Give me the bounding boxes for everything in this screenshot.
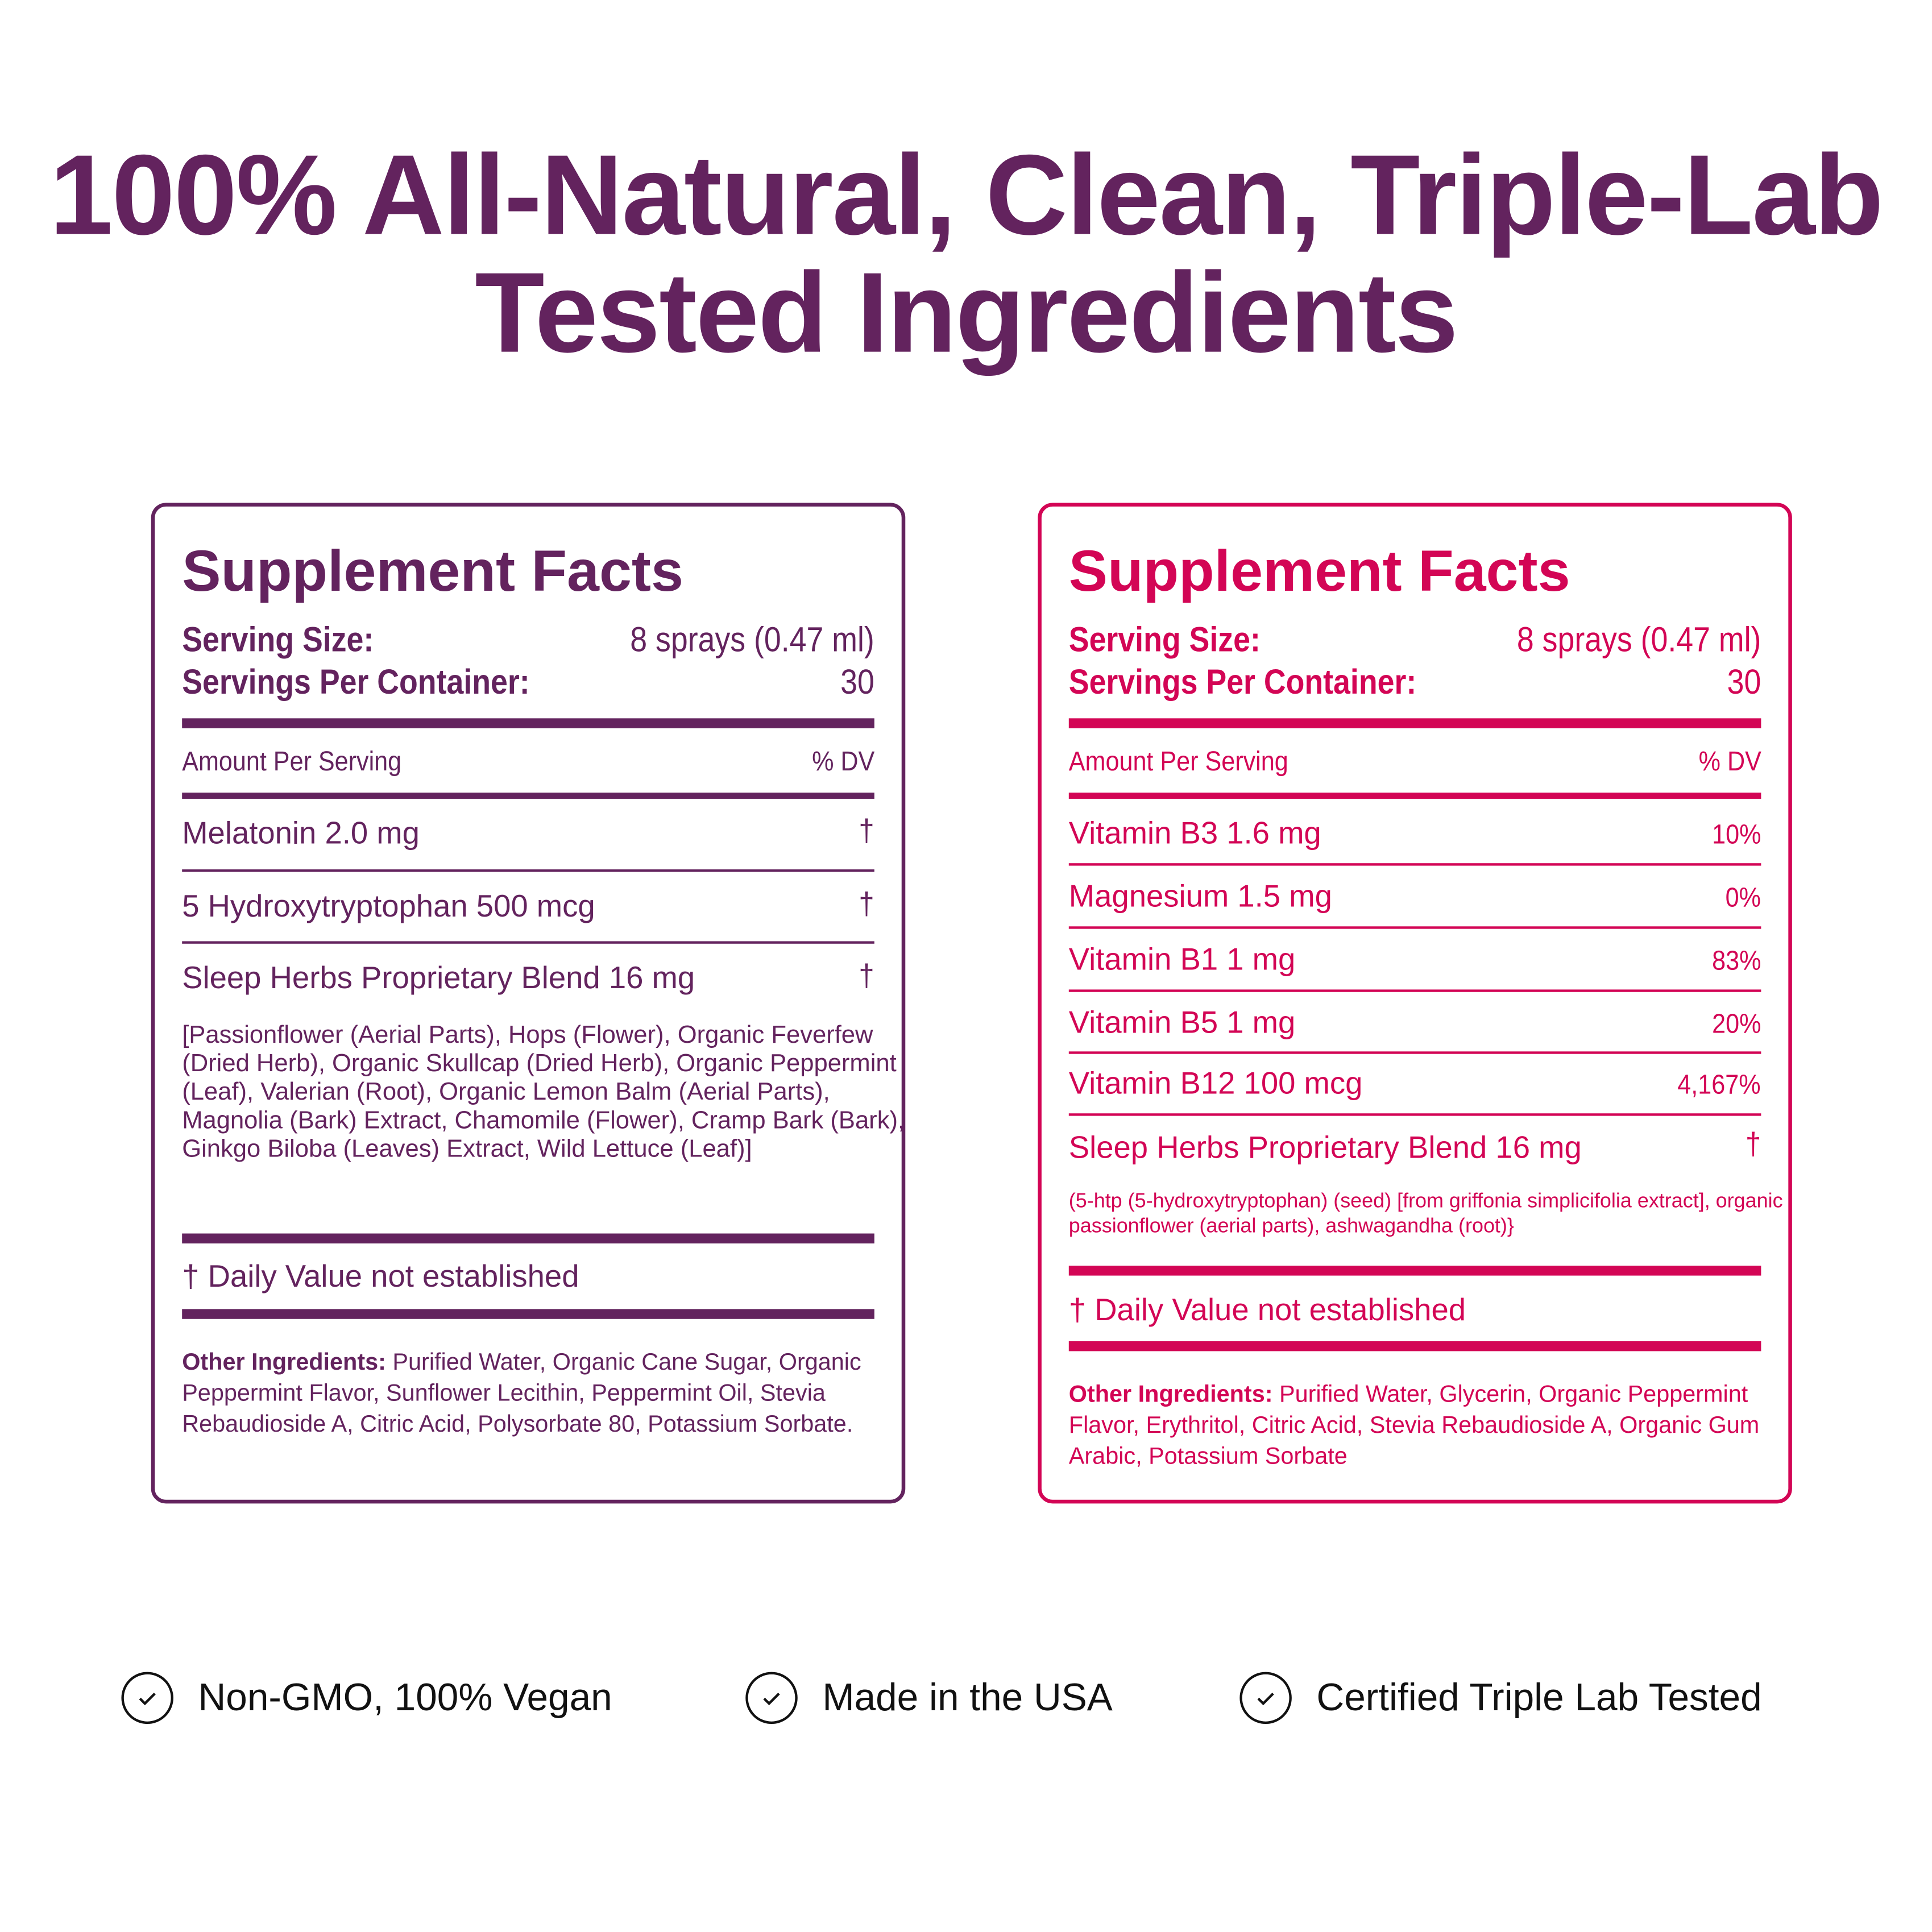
- supplement-facts-right: Supplement Facts Serving Size: 8 sprays …: [1038, 503, 1792, 1504]
- servings-value: 30: [1727, 662, 1761, 701]
- headline-line-2: Tested Ingredients: [475, 250, 1458, 377]
- blend-detail: [Passionflower (Aerial Parts), Hops (Flo…: [182, 1022, 905, 1163]
- badge-label: Non-GMO, 100% Vegan: [198, 1676, 612, 1719]
- headline-line-1: 100% All-Natural, Clean, Triple-Lab: [49, 132, 1884, 259]
- divider: [1068, 718, 1761, 728]
- other-label: Other Ingredients:: [1068, 1382, 1273, 1408]
- nutrient-row: Vitamin B1 1 mg: [1068, 942, 1296, 977]
- nutrient-row: Sleep Herbs Proprietary Blend 16 mg: [1068, 1130, 1582, 1166]
- nutrient-dv: 4,167%: [1678, 1068, 1761, 1100]
- check-circle-icon: [1239, 1672, 1292, 1724]
- other-ingredients: Other Ingredients: Purified Water, Organ…: [182, 1348, 876, 1440]
- servings-label: Servings Per Container:: [1068, 662, 1417, 701]
- dv-label: % DV: [1698, 745, 1761, 777]
- nutrient-row: Vitamin B12 100 mcg: [1068, 1066, 1363, 1101]
- divider: [1068, 1113, 1761, 1116]
- dv-footnote: † Daily Value not established: [182, 1259, 874, 1295]
- serving-size-value: 8 sprays (0.47 ml): [1516, 620, 1761, 659]
- divider: [182, 718, 874, 728]
- divider: [182, 1233, 874, 1243]
- nutrient-dv: 10%: [1712, 818, 1761, 850]
- supplement-facts-left: Supplement Facts Serving Size: 8 sprays …: [151, 503, 906, 1504]
- nutrient-row: Melatonin 2.0 mg: [182, 816, 420, 851]
- amount-label: Amount Per Serving: [182, 745, 402, 777]
- divider: [1068, 1266, 1761, 1276]
- servings-value: 30: [840, 662, 874, 701]
- amount-label: Amount Per Serving: [1068, 745, 1288, 777]
- dagger: †: [182, 1259, 200, 1295]
- check-circle-icon: [745, 1672, 798, 1724]
- dv-label: % DV: [811, 745, 874, 777]
- nutrient-dv: †: [859, 958, 874, 993]
- nutrient-row: 5 Hydroxytryptophan 500 mcg: [182, 889, 595, 924]
- other-text: Purified Water, Organic Cane Sugar, Orga…: [182, 1350, 861, 1438]
- divider: [182, 1309, 874, 1319]
- badge-label: Made in the USA: [822, 1676, 1113, 1719]
- badge-non-gmo: Non-GMO, 100% Vegan: [121, 1672, 612, 1724]
- divider: [1068, 1341, 1761, 1351]
- dagger: †: [1068, 1293, 1087, 1328]
- divider: [1068, 793, 1761, 799]
- nutrient-dv: †: [1746, 1127, 1761, 1162]
- check-circle-icon: [121, 1672, 173, 1724]
- divider: [1068, 863, 1761, 866]
- nutrient-dv: †: [859, 886, 874, 922]
- panel-title: Supplement Facts: [182, 537, 683, 603]
- nutrient-row: Sleep Herbs Proprietary Blend 16 mg: [182, 961, 695, 996]
- divider: [182, 941, 874, 944]
- other-ingredients: Other Ingredients: Purified Water, Glyce…: [1069, 1380, 1763, 1473]
- nutrient-dv: 20%: [1712, 1008, 1761, 1039]
- nutrient-row: Magnesium 1.5 mg: [1068, 879, 1332, 914]
- servings-label: Servings Per Container:: [182, 662, 530, 701]
- serving-size-label: Serving Size:: [1068, 620, 1261, 659]
- divider: [1068, 1051, 1761, 1054]
- nutrient-row: Vitamin B3 1.6 mg: [1068, 816, 1321, 851]
- blend-detail: (5-htp (5-hydroxytryptophan) (seed) [fro…: [1068, 1190, 1783, 1238]
- divider: [182, 869, 874, 872]
- badge-label: Certified Triple Lab Tested: [1316, 1676, 1762, 1719]
- nutrient-dv: 83%: [1712, 944, 1761, 976]
- dv-note: Daily Value not established: [208, 1259, 579, 1295]
- dv-footnote: † Daily Value not established: [1069, 1295, 1761, 1326]
- other-label: Other Ingredients:: [182, 1350, 386, 1376]
- badge-lab-tested: Certified Triple Lab Tested: [1239, 1672, 1762, 1724]
- other-text: Purified Water, Glycerin, Organic Pepper…: [1068, 1382, 1760, 1470]
- dv-note: Daily Value not established: [1094, 1293, 1466, 1328]
- divider: [1068, 926, 1761, 929]
- nutrient-dv: †: [859, 814, 874, 849]
- panel-title: Supplement Facts: [1068, 537, 1570, 603]
- nutrient-dv: 0%: [1726, 881, 1761, 913]
- divider: [1068, 989, 1761, 992]
- divider: [182, 793, 874, 799]
- serving-size-value: 8 sprays (0.47 ml): [630, 620, 874, 659]
- serving-size-label: Serving Size:: [182, 620, 374, 659]
- nutrient-row: Vitamin B5 1 mg: [1068, 1005, 1296, 1040]
- badge-made-in-usa: Made in the USA: [745, 1672, 1113, 1724]
